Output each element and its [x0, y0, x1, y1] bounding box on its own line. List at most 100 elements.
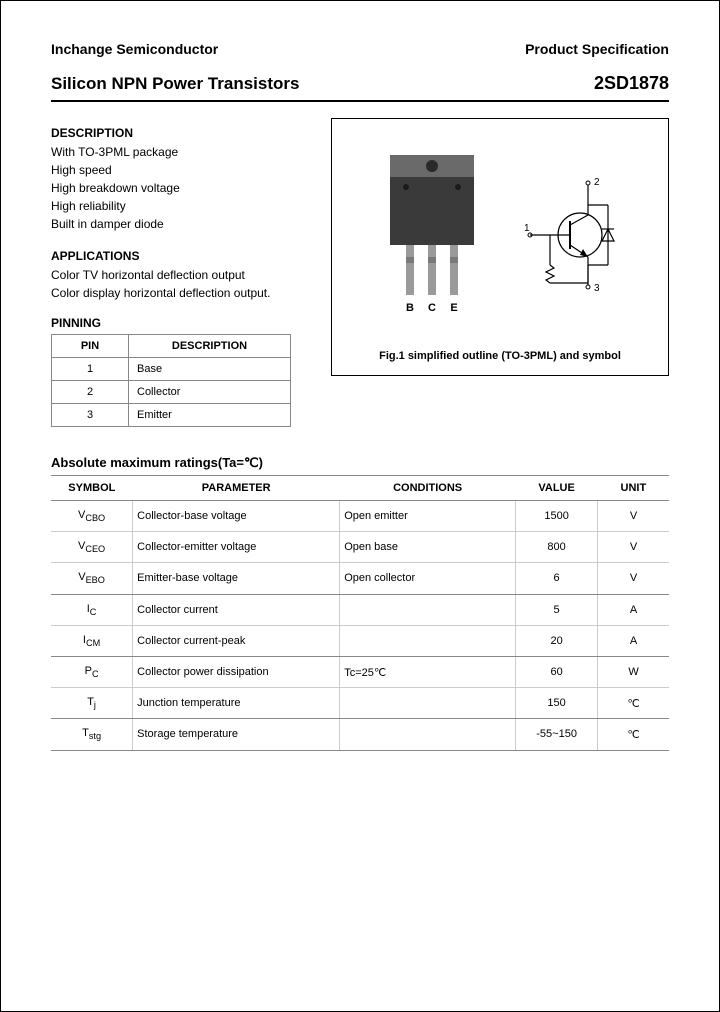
table-row: 1 Base [52, 358, 291, 381]
pin-desc: Base [129, 358, 291, 381]
rating-condition: Tc=25℃ [340, 656, 516, 687]
pin-number: 1 [52, 358, 129, 381]
package-icon [390, 155, 474, 295]
applications-heading: APPLICATIONS [51, 249, 311, 263]
rating-parameter: Storage temperature [133, 719, 340, 750]
rating-symbol: VEBO [51, 563, 133, 594]
rating-parameter: Junction temperature [133, 688, 340, 719]
package-outline-drawing: B C E 1 [350, 135, 650, 335]
datasheet-page: Inchange Semiconductor Product Specifica… [0, 0, 720, 1012]
table-row: 3 Emitter [52, 404, 291, 427]
table-row: TjJunction temperature 150℃ [51, 688, 669, 719]
product-family: Silicon NPN Power Transistors [51, 74, 299, 94]
rating-parameter: Collector current-peak [133, 625, 340, 656]
left-column: DESCRIPTION With TO-3PML package High sp… [51, 118, 311, 427]
table-row: VCBOCollector-base voltageOpen emitter15… [51, 501, 669, 532]
rating-symbol: VCBO [51, 501, 133, 532]
rating-unit: A [598, 594, 669, 625]
rating-symbol: Tstg [51, 719, 133, 750]
rating-unit: V [598, 563, 669, 594]
app-line: Color TV horizontal deflection output [51, 266, 311, 284]
rating-unit: ℃ [598, 688, 669, 719]
table-row: VEBOEmitter-base voltageOpen collector6V [51, 563, 669, 594]
part-number: 2SD1878 [594, 73, 669, 94]
header-row: Inchange Semiconductor Product Specifica… [51, 41, 669, 57]
desc-line: High breakdown voltage [51, 179, 311, 197]
pin-number: 2 [52, 381, 129, 404]
doc-type: Product Specification [525, 41, 669, 57]
pinning-heading: PINNING [51, 316, 311, 330]
rating-parameter: Collector current [133, 594, 340, 625]
rating-parameter: Collector-emitter voltage [133, 532, 340, 563]
rating-condition: Open collector [340, 563, 516, 594]
desc-line: High reliability [51, 197, 311, 215]
symbol-pin-2: 2 [594, 177, 600, 188]
rating-value: 6 [516, 563, 598, 594]
parameter-col-header: PARAMETER [133, 476, 340, 501]
rating-value: 5 [516, 594, 598, 625]
symbol-pin-3: 3 [594, 283, 600, 294]
desc-line: Built in damper diode [51, 215, 311, 233]
figure-box: B C E 1 [331, 118, 669, 376]
table-row: TstgStorage temperature -55~150℃ [51, 719, 669, 750]
rating-condition: Open base [340, 532, 516, 563]
table-row: ICCollector current 5A [51, 594, 669, 625]
table-header-row: SYMBOL PARAMETER CONDITIONS VALUE UNIT [51, 476, 669, 501]
transistor-symbol-icon: 1 2 3 [524, 177, 614, 294]
table-row: ICMCollector current-peak 20A [51, 625, 669, 656]
rating-value: 150 [516, 688, 598, 719]
pinning-table: PIN DESCRIPTION 1 Base 2 Collector 3 Emi… [51, 334, 291, 427]
rating-value: 800 [516, 532, 598, 563]
rating-parameter: Emitter-base voltage [133, 563, 340, 594]
company-name: Inchange Semiconductor [51, 41, 218, 57]
rating-symbol: VCEO [51, 532, 133, 563]
table-row: VCEOCollector-emitter voltageOpen base80… [51, 532, 669, 563]
unit-col-header: UNIT [598, 476, 669, 501]
rating-condition [340, 719, 516, 750]
content-two-col: DESCRIPTION With TO-3PML package High sp… [51, 118, 669, 427]
rating-unit: W [598, 656, 669, 687]
rating-symbol: IC [51, 594, 133, 625]
rating-value: 1500 [516, 501, 598, 532]
table-row: PCCollector power dissipationTc=25℃60W [51, 656, 669, 687]
rating-symbol: ICM [51, 625, 133, 656]
rating-symbol: PC [51, 656, 133, 687]
pin-col-header: PIN [52, 335, 129, 358]
description-heading: DESCRIPTION [51, 126, 311, 140]
pin-number: 3 [52, 404, 129, 427]
pin-label-b: B [406, 302, 414, 314]
ratings-title: Absolute maximum ratings(Ta=℃) [51, 455, 669, 471]
symbol-col-header: SYMBOL [51, 476, 133, 501]
rating-value: 60 [516, 656, 598, 687]
rating-condition [340, 688, 516, 719]
rating-unit: V [598, 501, 669, 532]
desc-line: High speed [51, 161, 311, 179]
pin-label-e: E [450, 302, 457, 314]
pin-label-c: C [428, 302, 436, 314]
pin-desc: Emitter [129, 404, 291, 427]
ratings-table: SYMBOL PARAMETER CONDITIONS VALUE UNIT V… [51, 475, 669, 751]
pin-desc: Collector [129, 381, 291, 404]
table-row: 2 Collector [52, 381, 291, 404]
rating-condition [340, 625, 516, 656]
rating-unit: A [598, 625, 669, 656]
rating-unit: ℃ [598, 719, 669, 750]
title-row: Silicon NPN Power Transistors 2SD1878 [51, 67, 669, 102]
rating-symbol: Tj [51, 688, 133, 719]
right-column: B C E 1 [331, 118, 669, 427]
figure-caption: Fig.1 simplified outline (TO-3PML) and s… [342, 350, 658, 362]
app-line: Color display horizontal deflection outp… [51, 284, 311, 302]
rating-value: 20 [516, 625, 598, 656]
symbol-pin-1: 1 [524, 223, 530, 234]
rating-condition [340, 594, 516, 625]
desc-line: With TO-3PML package [51, 143, 311, 161]
rating-parameter: Collector power dissipation [133, 656, 340, 687]
conditions-col-header: CONDITIONS [340, 476, 516, 501]
desc-col-header: DESCRIPTION [129, 335, 291, 358]
value-col-header: VALUE [516, 476, 598, 501]
table-header-row: PIN DESCRIPTION [52, 335, 291, 358]
rating-condition: Open emitter [340, 501, 516, 532]
rating-parameter: Collector-base voltage [133, 501, 340, 532]
rating-unit: V [598, 532, 669, 563]
rating-value: -55~150 [516, 719, 598, 750]
